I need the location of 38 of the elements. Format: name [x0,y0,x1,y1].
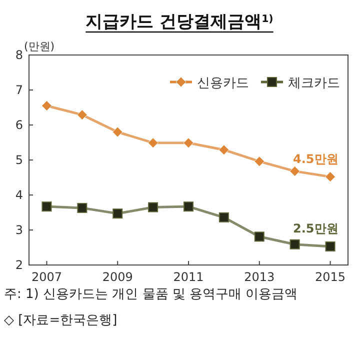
x-tick-label: 2007 [31,270,62,284]
y-tick-label: 4 [15,188,23,202]
point [42,202,52,212]
point [218,144,230,156]
y-tick-label: 7 [15,83,23,97]
x-tick-label: 2009 [102,270,133,284]
point [112,126,123,138]
point [254,156,265,167]
legend-label: 신용카드 [197,76,249,91]
point [77,202,88,213]
point [325,241,336,252]
point [290,166,300,176]
y-tick-label: 5 [15,153,23,167]
annotation: 4.5만원 [293,152,338,166]
point [112,208,123,219]
y-axis-title: (만원) [24,40,55,53]
point [325,172,336,182]
chart-title: 지급카드 건당결제금액$^{1)}$ [86,12,274,32]
y-tick-label: 2 [15,258,23,272]
point [148,202,158,212]
x-tick-label: 2013 [244,270,275,284]
point [41,100,52,111]
point [290,239,300,250]
legend-label: 체크카드 [288,76,340,91]
point [183,138,194,148]
point [254,232,264,242]
x-tick-label: 2015 [315,270,346,284]
text: ◇ [자료=한국은행] [4,313,118,328]
y-tick-label: 8 [15,48,23,62]
x-tick-label: 2011 [173,270,204,284]
y-tick-label: 3 [15,223,23,237]
point [218,212,229,222]
text: 주: 1) 신용카드는 개인 물품 및 용역구매 이용금액 [4,287,298,302]
annotation: 2.5만원 [293,221,338,236]
point [148,138,158,148]
point [184,202,194,212]
y-tick-label: 6 [15,118,23,132]
point [76,110,88,120]
